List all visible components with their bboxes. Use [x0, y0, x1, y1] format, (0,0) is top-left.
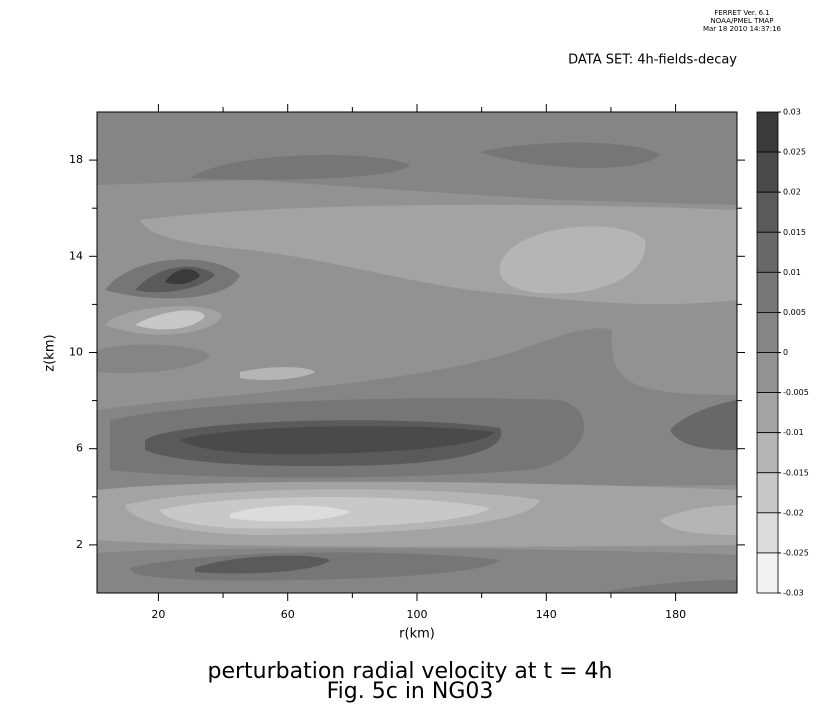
y-tick-label: 6	[76, 442, 83, 455]
y-axis-label: z(km)	[43, 334, 58, 371]
y-tick-label: 18	[69, 153, 83, 166]
chart-title: perturbation radial velocity at t = 4h	[208, 659, 613, 684]
contour-fill	[670, 400, 737, 450]
y-tick-label: 2	[76, 538, 83, 551]
x-tick-label: 180	[665, 608, 686, 621]
header-line: NOAA/PMEL TMAP	[711, 17, 774, 25]
x-tick-label: 20	[151, 608, 165, 621]
contour-fill	[660, 505, 737, 535]
y-tick-label: 10	[69, 346, 83, 359]
colorbar-label: 0.015	[783, 228, 806, 237]
header-line: Mar 18 2010 14:37:16	[703, 25, 782, 33]
chart-subtitle: Fig. 5c in NG03	[327, 679, 494, 704]
colorbar-label: -0.03	[783, 589, 804, 598]
dataset-label: DATA SET: 4h-fields-decay	[568, 53, 737, 68]
header-line: FERRET Ver. 6.1	[714, 9, 769, 17]
colorbar-box	[756, 552, 779, 594]
colorbar-label: 0.005	[783, 308, 806, 317]
colorbar-label: -0.005	[783, 388, 809, 397]
colorbar-label: 0.01	[783, 268, 801, 277]
colorbar-box	[756, 231, 779, 273]
colorbar-label: 0.02	[783, 188, 801, 197]
contour-fill	[97, 112, 737, 205]
colorbar-label: -0.015	[783, 468, 809, 477]
contour-fill	[165, 269, 200, 285]
colorbar-label: -0.01	[783, 428, 804, 437]
contour-fill	[190, 155, 410, 180]
x-tick-label: 100	[407, 608, 428, 621]
contour-fill	[600, 580, 737, 593]
colorbar-label: 0.025	[783, 148, 806, 157]
colorbar-box	[756, 472, 779, 514]
colorbar-box	[756, 271, 779, 313]
contour-fill	[135, 310, 205, 330]
contour-fill	[180, 426, 495, 455]
contour-fill	[195, 555, 330, 574]
contour-fill	[240, 367, 315, 380]
colorbar-label: -0.02	[783, 508, 804, 517]
contour-field	[96, 111, 738, 594]
y-tick-label: 14	[69, 249, 83, 262]
contour-fill	[499, 226, 646, 294]
contour-fill	[480, 142, 660, 168]
colorbar-label: -0.025	[783, 548, 809, 557]
contour-fill	[230, 505, 350, 522]
x-tick-label: 140	[536, 608, 557, 621]
colorbar-box	[756, 432, 779, 474]
colorbar-box	[756, 392, 779, 434]
colorbar-box	[756, 191, 779, 233]
colorbar-box	[756, 111, 779, 153]
colorbar-box	[756, 151, 779, 193]
colorbar-box	[756, 512, 779, 554]
colorbar-box	[756, 352, 779, 393]
x-tick-label: 60	[281, 608, 295, 621]
colorbar-box	[756, 312, 779, 353]
colorbar-label: 0.03	[783, 108, 801, 117]
colorbar-label: 0	[783, 348, 788, 357]
x-axis-label: r(km)	[399, 627, 435, 642]
contour-fill	[97, 344, 210, 374]
